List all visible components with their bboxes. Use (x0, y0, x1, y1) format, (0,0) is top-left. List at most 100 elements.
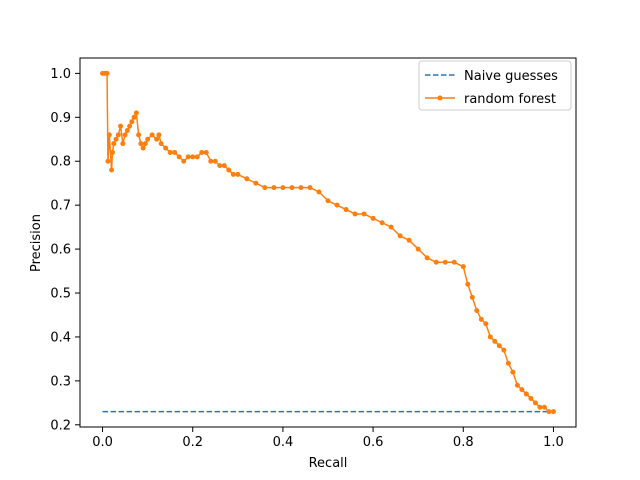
random-forest-point (149, 132, 155, 138)
random-forest-point (537, 404, 543, 410)
random-forest-point (325, 198, 331, 204)
random-forest-point (142, 141, 148, 147)
random-forest-point (122, 132, 128, 138)
random-forest-point (244, 176, 250, 182)
legend: Naive guesses random forest (418, 60, 572, 111)
legend-box (418, 60, 572, 111)
random-forest-point (487, 334, 493, 340)
legend-model-label: random forest (464, 92, 556, 107)
y-tick-label: 0.8 (50, 155, 71, 170)
random-forest-point (109, 167, 115, 173)
random-forest-point (217, 163, 223, 169)
random-forest-point (397, 233, 403, 239)
random-forest-point (127, 123, 133, 129)
x-tick-label: 1.0 (543, 435, 564, 450)
random-forest-point (546, 409, 552, 415)
random-forest-point (167, 149, 173, 155)
x-tick-label: 0.6 (363, 435, 384, 450)
random-forest-point (176, 154, 182, 160)
random-forest-point (172, 149, 178, 155)
random-forest-point (140, 145, 146, 151)
random-forest-point (190, 154, 196, 160)
random-forest-point (492, 338, 498, 344)
random-forest-point (199, 149, 205, 155)
random-forest-point (379, 220, 385, 226)
legend-naive-label: Naive guesses (464, 69, 558, 84)
random-forest-point (424, 255, 430, 261)
random-forest-point (156, 132, 162, 138)
random-forest-line (102, 72, 554, 413)
random-forest-point (133, 110, 139, 116)
random-forest-point (235, 171, 241, 177)
random-forest-point (271, 185, 277, 191)
random-forest-point (113, 136, 119, 142)
random-forest-point (514, 382, 520, 388)
y-tick-label: 0.4 (50, 330, 71, 345)
random-forest-point (352, 211, 358, 217)
x-tick-label: 0.8 (453, 435, 474, 450)
random-forest-point (442, 259, 448, 265)
random-forest-point (528, 395, 534, 401)
random-forest-point (105, 158, 111, 164)
axes (79, 57, 577, 428)
random-forest-point (451, 259, 457, 265)
ticks: 0.0 0.2 0.4 0.6 0.8 1.0 0.2 0.3 0.4 0.5 0.6 0.7 0.8 0… (50, 67, 563, 450)
random-forest-point (433, 259, 439, 265)
random-forest-point (212, 158, 218, 164)
random-forest-point (483, 321, 489, 327)
random-forest-point (505, 360, 511, 366)
random-forest-point (406, 237, 412, 243)
y-tick-label: 0.9 (50, 111, 71, 126)
random-forest-point (289, 185, 295, 191)
random-forest-point (163, 145, 169, 151)
random-forest-point (496, 343, 502, 349)
y-tick-label: 0.3 (50, 374, 71, 389)
random-forest-point (120, 141, 126, 147)
random-forest-point (208, 158, 214, 164)
random-forest-point (253, 180, 259, 186)
y-tick-label: 0.6 (50, 243, 71, 258)
random-forest-point (474, 308, 480, 314)
random-forest-point (118, 123, 124, 129)
random-forest-point (230, 171, 236, 177)
random-forest-point (343, 207, 349, 213)
random-forest-point (109, 149, 115, 155)
random-forest-point (181, 158, 187, 164)
random-forest-point (519, 387, 525, 393)
random-forest-point (226, 167, 232, 173)
plot-series (100, 70, 556, 415)
random-forest-point (388, 224, 394, 230)
random-forest-point (501, 347, 507, 353)
random-forest-point (532, 400, 538, 406)
random-forest-point (185, 154, 191, 160)
y-tick-label: 0.7 (50, 199, 71, 214)
random-forest-point (550, 409, 556, 415)
random-forest-point (469, 294, 475, 300)
random-forest-point (361, 211, 367, 217)
random-forest-point (316, 189, 322, 195)
random-forest-point (262, 185, 268, 191)
y-tick-label: 0.2 (50, 418, 71, 433)
random-forest-point (307, 185, 313, 191)
random-forest-point (478, 316, 484, 322)
random-forest-point (194, 154, 200, 160)
random-forest-point (203, 149, 209, 155)
random-forest-point (460, 264, 466, 270)
random-forest-point (136, 132, 142, 138)
random-forest-point (221, 163, 227, 169)
random-forest-point (415, 246, 421, 252)
y-axis-label: Precision (29, 214, 44, 272)
random-forest-point (334, 202, 340, 208)
random-forest-point (465, 281, 471, 287)
random-forest-point (131, 114, 137, 120)
legend-model-marker (437, 95, 443, 101)
random-forest-point (154, 136, 160, 142)
x-tick-label: 0.2 (182, 435, 203, 450)
x-tick-label: 0.0 (92, 435, 113, 450)
random-forest-point (138, 141, 144, 147)
x-tick-label: 0.4 (273, 435, 294, 450)
random-forest-point (106, 132, 112, 138)
random-forest-point (370, 215, 376, 221)
